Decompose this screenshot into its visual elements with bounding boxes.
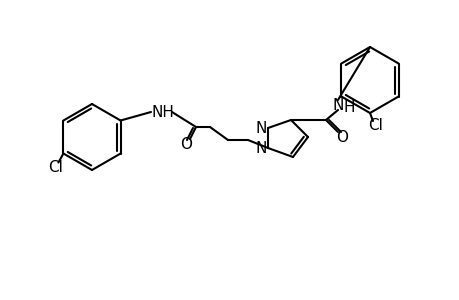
Text: N: N	[255, 140, 266, 155]
Text: NH: NH	[151, 104, 174, 119]
Text: H: H	[342, 100, 354, 115]
Text: N: N	[255, 121, 266, 136]
Text: Cl: Cl	[368, 118, 383, 133]
Text: O: O	[335, 130, 347, 145]
Text: Cl: Cl	[48, 160, 63, 175]
Text: O: O	[179, 136, 191, 152]
Text: N: N	[331, 98, 343, 112]
